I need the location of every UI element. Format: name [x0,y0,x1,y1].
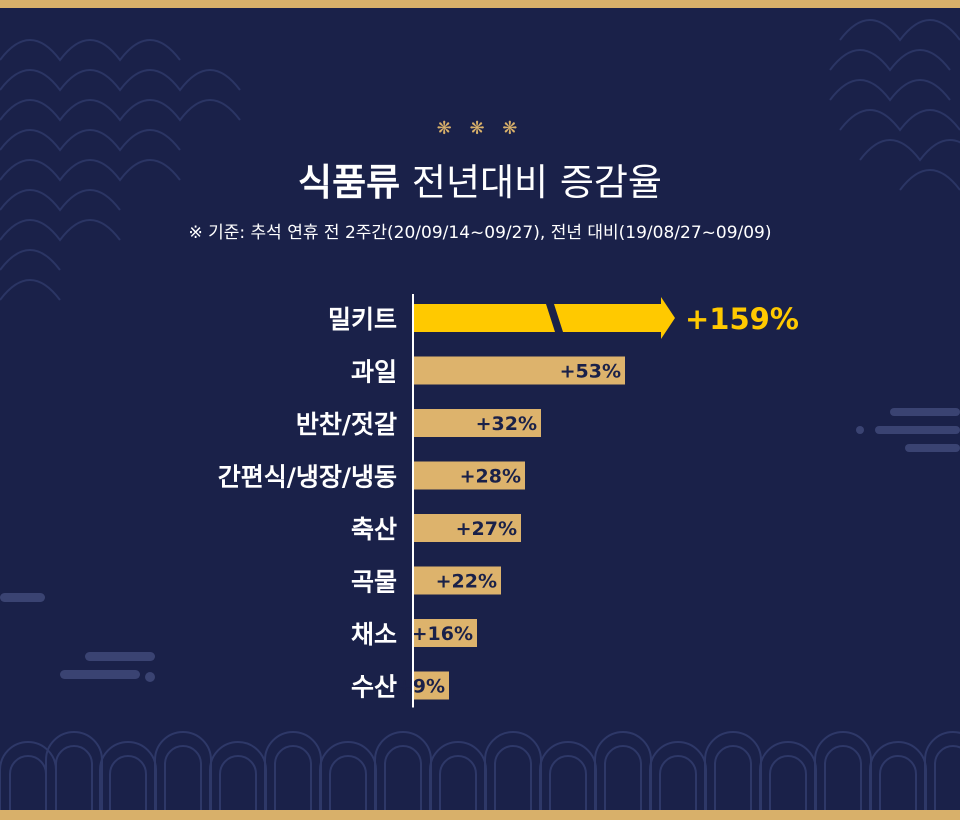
arch-pattern-bottom [0,731,960,810]
wave-pattern-top-left [0,39,241,301]
category-label: 곡물 [351,568,397,597]
category-label: 과일 [351,358,397,387]
bottom-border [0,810,960,820]
category-label: 수산 [351,673,397,702]
value-label: +9% [397,676,445,698]
wave-pattern-top-right [829,19,960,191]
cloud-ornament-right [856,408,960,452]
title-rest: 전년대비 증감율 [411,161,662,204]
value-label-highlight: +159% [685,302,799,336]
value-label: +53% [560,361,621,383]
value-label: +27% [456,518,517,540]
value-label: +32% [476,413,537,435]
value-label: +16% [412,623,473,645]
category-label: 축산 [351,515,397,544]
bar [413,671,449,700]
cloud-ornament-left [0,593,155,682]
category-label: 채소 [351,620,397,649]
category-label: 반찬/젓갈 [296,410,397,439]
bar [413,356,625,385]
bar [413,514,521,542]
top-border [0,0,960,8]
value-label: +22% [436,571,497,593]
bar [413,619,477,647]
flower-ornament-icon: ❋ ❋ ❋ [436,118,524,139]
bar [413,409,541,437]
bar [413,461,525,490]
bar [413,566,501,595]
category-label: 간편식/냉장/냉동 [218,463,397,492]
value-label: +28% [460,466,521,488]
highlight-bar-arrow [554,297,675,339]
chart-subtitle: ※ 기준: 추석 연휴 전 2주간(20/09/14~09/27), 전년 대비… [188,223,772,243]
category-label: 밀키트 [328,305,397,334]
highlight-bar-segment [413,304,555,332]
title-bold: 식품류 [298,161,401,204]
chart-title: 식품류 전년대비 증감율 [0,158,960,208]
